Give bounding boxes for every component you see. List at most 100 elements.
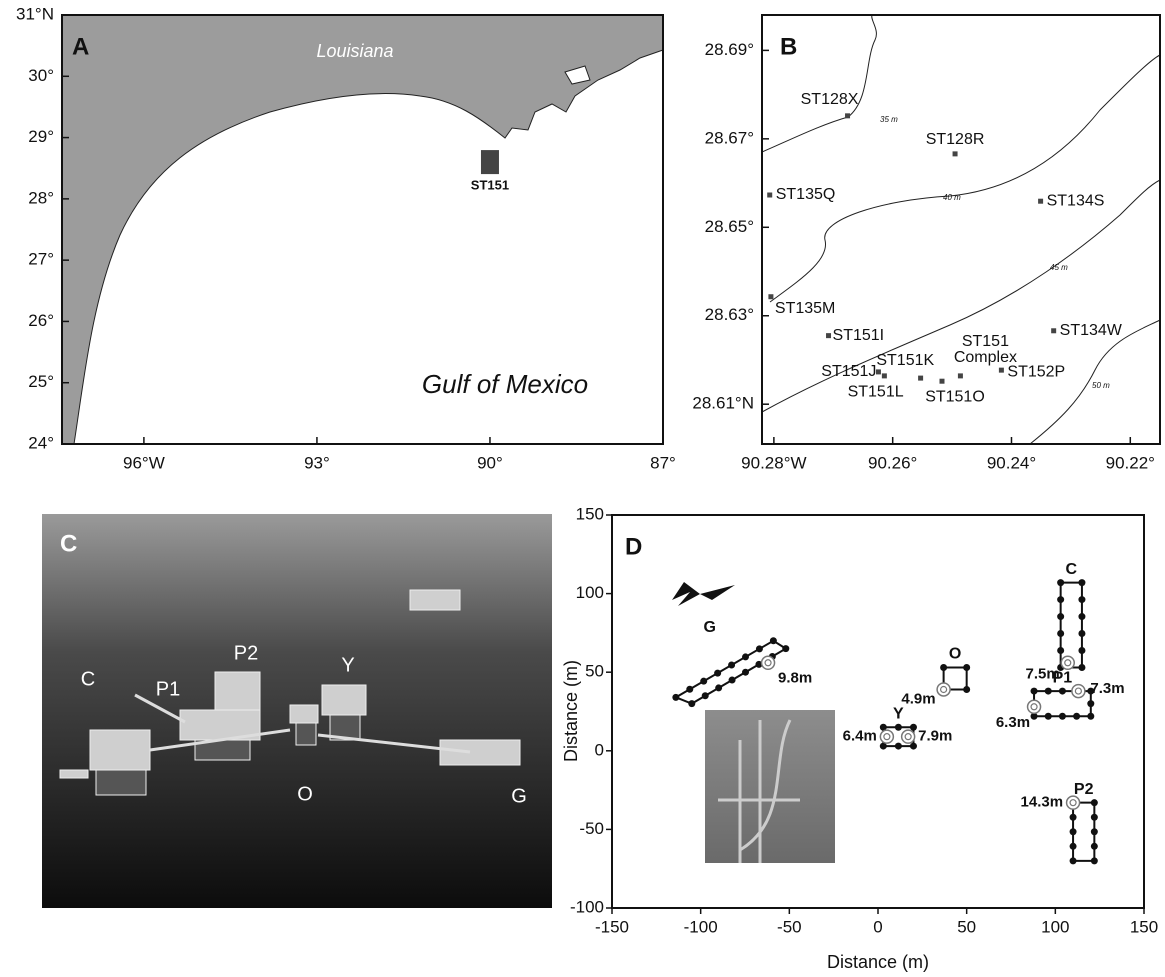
leg-dot (1070, 828, 1077, 835)
sensor (1061, 656, 1074, 669)
leg-dot (1087, 713, 1094, 720)
y-tick-label: 28.63° (705, 305, 754, 324)
leg-dot (895, 743, 902, 750)
platform-name: C (1066, 561, 1078, 578)
sea-label: Gulf of Mexico (422, 369, 588, 399)
leg-dot (1091, 857, 1098, 864)
leg-dot (728, 662, 735, 669)
x-tick-label: 90.28°W (741, 453, 806, 472)
x-tick-label: 96°W (123, 453, 165, 472)
leg-dot (742, 669, 749, 676)
panel-letter: C (60, 530, 77, 557)
north-arrow (672, 582, 735, 606)
x-tick-label: -100 (684, 917, 718, 936)
platform-label: G (511, 785, 527, 807)
leg-dot (1070, 843, 1077, 850)
depth-label: 6.4m (843, 728, 877, 745)
contour-label: 35 m (880, 115, 898, 124)
panel-letter: D (625, 533, 642, 560)
station-label: ST151K (876, 352, 934, 369)
platform-outline (676, 641, 786, 704)
depth-label: 14.3m (1021, 794, 1064, 811)
leg-dot (702, 692, 709, 699)
x-tick-label: 90.22° (1106, 453, 1155, 472)
y-tick-label: 28.67° (705, 128, 754, 147)
depth-label: 7.3m (1090, 680, 1124, 697)
x-tick-label: 100 (1041, 917, 1069, 936)
platform-name: G (703, 619, 715, 636)
y-tick-label: 30° (28, 66, 54, 85)
station-label: ST134S (1047, 192, 1105, 209)
station-marker (953, 151, 958, 156)
platform-outline (1061, 583, 1082, 668)
platform-name: P1 (1053, 669, 1073, 686)
leg-dot (910, 724, 917, 731)
panel-c: C C P1 P2 Y O G (42, 514, 552, 908)
station-label: ST151J (821, 363, 876, 380)
station-label: ST151I (833, 327, 885, 344)
leg-dot (963, 664, 970, 671)
station-label: ST135Q (776, 186, 836, 203)
leg-dot (1078, 630, 1085, 637)
figure: A Louisiana Gulf of Mexico 35 m 40 m 45 … (0, 0, 1165, 977)
leg-dot (1057, 596, 1064, 603)
leg-dot (895, 724, 902, 731)
leg-dot (700, 678, 707, 685)
leg-dot (1059, 713, 1066, 720)
y-tick-label: 100 (576, 583, 604, 602)
station-marker (768, 294, 773, 299)
site-marker (481, 150, 499, 174)
y-tick-label: 27° (28, 250, 54, 269)
station-marker (939, 379, 944, 384)
leg-dot (1031, 688, 1038, 695)
leg-dot (910, 743, 917, 750)
leg-dot (1070, 814, 1077, 821)
station-marker (826, 333, 831, 338)
leg-dot (940, 664, 947, 671)
station-marker (845, 113, 850, 118)
panel-a: A Louisiana Gulf of Mexico (62, 15, 663, 444)
land-label: Louisiana (316, 41, 393, 61)
leg-dot (1073, 713, 1080, 720)
y-tick-label: 28.65° (705, 217, 754, 236)
x-tick-label: -50 (777, 917, 802, 936)
x-tick-label: 90.26° (868, 453, 917, 472)
station-marker (1051, 328, 1056, 333)
x-tick-label: 0 (873, 917, 882, 936)
station-marker (882, 373, 887, 378)
y-tick-label: 28° (28, 188, 54, 207)
leg-dot (782, 645, 789, 652)
y-axis-label: Distance (m) (561, 660, 581, 762)
y-tick-label: 25° (28, 372, 54, 391)
leg-dot (688, 700, 695, 707)
leg-dot (672, 694, 679, 701)
station-marker (876, 369, 881, 374)
station-label: ST151 (962, 333, 1009, 350)
leg-dot (1045, 713, 1052, 720)
x-tick-label: 93° (304, 453, 330, 472)
leg-dot (714, 670, 721, 677)
x-tick-label: -150 (595, 917, 629, 936)
depth-label: 6.3m (996, 714, 1030, 731)
depth-label: 4.9m (901, 690, 935, 707)
contour-label: 40 m (943, 193, 961, 202)
depth-label: 7.9m (918, 728, 952, 745)
station-marker (958, 373, 963, 378)
leg-dot (1059, 688, 1066, 695)
leg-dot (1091, 814, 1098, 821)
station-marker (918, 376, 923, 381)
panel-letter: A (72, 33, 89, 60)
platform-label: C (81, 668, 95, 690)
leg-dot (1078, 613, 1085, 620)
leg-dot (1078, 579, 1085, 586)
panel-letter: B (780, 33, 797, 60)
station-label: ST134W (1060, 322, 1123, 339)
station-label: ST151L (848, 383, 904, 400)
station-label: ST151O (925, 388, 985, 405)
y-tick-label: 29° (28, 127, 54, 146)
y-tick-label: 28.69° (705, 40, 754, 59)
y-tick-label: 50 (585, 662, 604, 681)
x-axis-label: Distance (m) (827, 952, 929, 972)
platform-label: Y (341, 654, 354, 676)
y-tick-label: -100 (570, 897, 604, 916)
